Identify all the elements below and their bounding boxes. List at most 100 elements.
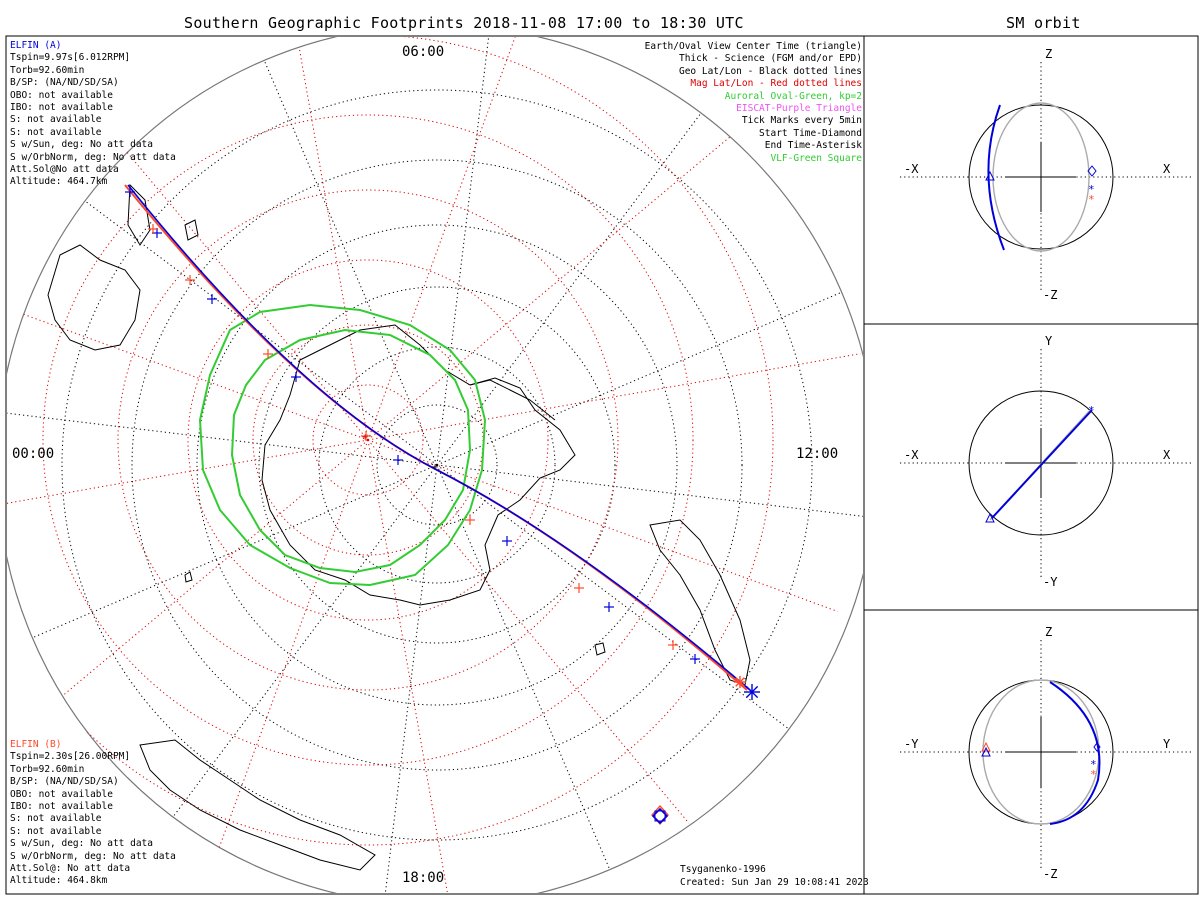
geo-latitude-circle [196,224,678,706]
mag-meridian [367,439,690,824]
elfin-a-info-line: S w/Sun, deg: No att data [10,139,153,151]
elfin-a-info-line: IBO: not available [10,102,113,114]
elfin-b-info-line: Tspin=2.30s[26.00RPM] [10,751,131,763]
elfin-b-info-line: S: not available [10,825,102,837]
geo-pole-mark: + [432,462,438,473]
orbit-yz-end-asterisk-b: * [1090,768,1097,781]
geo-meridian [436,464,619,889]
elfin-b-info-line: Att.Sol@: No att data [10,863,131,875]
elfin-b-info-line: OBO: not available [10,788,113,800]
mag-meridian [7,439,369,762]
legend-entry: Geo Lat/Lon - Black dotted lines [678,65,862,77]
orbit-yz-center-triangle-b [981,741,991,752]
mag-meridian [367,37,540,441]
auroral-oval-outer [198,303,487,587]
legend-entry: End Time-Asterisk [764,140,862,152]
geo-meridian [436,96,714,466]
legend: Earth/Oval View Center Time (triangle) Th… [645,41,862,165]
coastline [47,244,141,351]
coastline [127,183,151,246]
mag-meridian [367,439,838,612]
elfin-a-info: ELFIN (A) Tspin=9.97s[6.012RPM] Torb=92.6… [10,40,176,189]
orbit-axis-label-top: Y [1045,334,1053,348]
orbit-axis-label-right: X [1163,162,1171,176]
coastline [261,324,576,606]
coastline [184,571,193,583]
legend-entry: EISCAT-Purple Triangle [736,103,862,115]
legend-entry: VLF-Green Square [770,152,862,164]
geo-latitude-circle [258,286,616,644]
model-label: Tsyganenko-1996 [680,864,766,875]
mag-latitude-circle [117,189,619,691]
elfin-a-track [127,184,751,691]
legend-entry: Mag Lat/Lon - Red dotted lines [690,78,862,90]
mag-meridian [367,353,861,441]
mag-latitude-circle [7,37,774,846]
geo-latitude-circle [61,89,813,841]
mlt-label-bottom: 18:00 [402,870,445,886]
orbit-xy-end-asterisk: * [1088,404,1095,417]
orbit-earth-circle [968,104,1114,250]
orbit-axis-label-top: Z [1045,47,1052,61]
orbit-xz-start-diamond [1087,165,1097,177]
coastline [649,519,751,686]
orbit-axis-label-left: -X [904,448,919,462]
main-title: Southern Geographic Footprints 2018-11-0… [184,14,744,32]
elfin-a-info-line: S w/OrbNorm, deg: No att data [10,151,176,163]
orbit-earth-circle [968,390,1114,536]
elfin-a-end-asterisk [745,685,759,699]
geo-meridian [436,464,863,521]
coastline [184,219,199,241]
orbit-title: SM orbit [1006,14,1081,32]
elfin-b-info-line: Torb=92.60min [10,763,85,775]
legend-entry: Start Time-Diamond [759,127,862,139]
orbit-axis-label-top: Z [1045,625,1052,639]
geo-meridian [436,283,861,466]
mag-meridian [367,118,752,441]
elfin-a-info-line: Att.Sol@No att data [10,164,119,176]
geo-latitude-circle [131,159,743,771]
orbit-axis-label-right: X [1163,448,1171,462]
coastline [469,379,556,421]
geo-meridian [68,188,438,466]
elfin-a-name: ELFIN (A) [10,40,62,51]
mag-latitude-circle [42,114,694,766]
elfin-b-info-line: Altitude: 464.8km [10,875,108,887]
mag-meridian [196,439,369,893]
mag-meridian [281,37,369,441]
legend-entry: Auroral Oval-Green, kp=2 [724,90,862,102]
geo-latitude-circle [376,404,498,526]
orbit-xz-science [987,104,1005,251]
vlf-square [654,810,666,822]
auroral-oval-inner [230,328,472,574]
elfin-a-info-line: S: not available [10,114,102,126]
orbit-axis-label-right: Y [1163,737,1171,751]
mlt-label-right: 12:00 [796,446,839,462]
elfin-a-info-line: S: not available [10,126,102,138]
geo-meridian [7,409,438,466]
elfin-b-name: ELFIN (B) [10,739,62,750]
legend-entry: Thick - Science (FGM and/or EPD) [678,53,862,65]
elfin-b-info: ELFIN (B) Tspin=2.30s[26.00RPM] Torb=92.6… [10,739,176,888]
mag-pole-mark: + [362,432,368,443]
mag-latitude-circle [312,384,424,496]
elfin-a-info-line: OBO: not available [10,89,113,101]
mag-latitude-circle [187,259,549,621]
mag-meridian [7,439,369,527]
elfin-b-info-line: S w/OrbNorm, deg: No att data [10,850,176,862]
mlt-label-top: 06:00 [402,44,445,60]
created-label: Created: Sun Jan 29 10:08:41 2023 [680,877,869,888]
elfin-b-info-line: B/SP: (NA/ND/SD/SA) [10,776,119,788]
orbit-panel-frame-xy [863,323,1199,611]
elfin-b-info-line: IBO: not available [10,801,113,813]
elfin-a-info-line: Torb=92.60min [10,64,85,76]
legend-entry: Tick Marks every 5min [741,115,862,127]
orbit-xy-science [991,409,1093,519]
orbit-xz-center-triangle [985,170,995,181]
geo-meridian [255,41,438,466]
elfin-a-info-line: Tspin=9.97s[6.012RPM] [10,52,131,64]
geo-latitude-circle [318,346,556,584]
orbit-panel-frame-xz [863,35,1199,325]
coastline [594,642,606,656]
orbit-yz-science [1049,681,1101,825]
